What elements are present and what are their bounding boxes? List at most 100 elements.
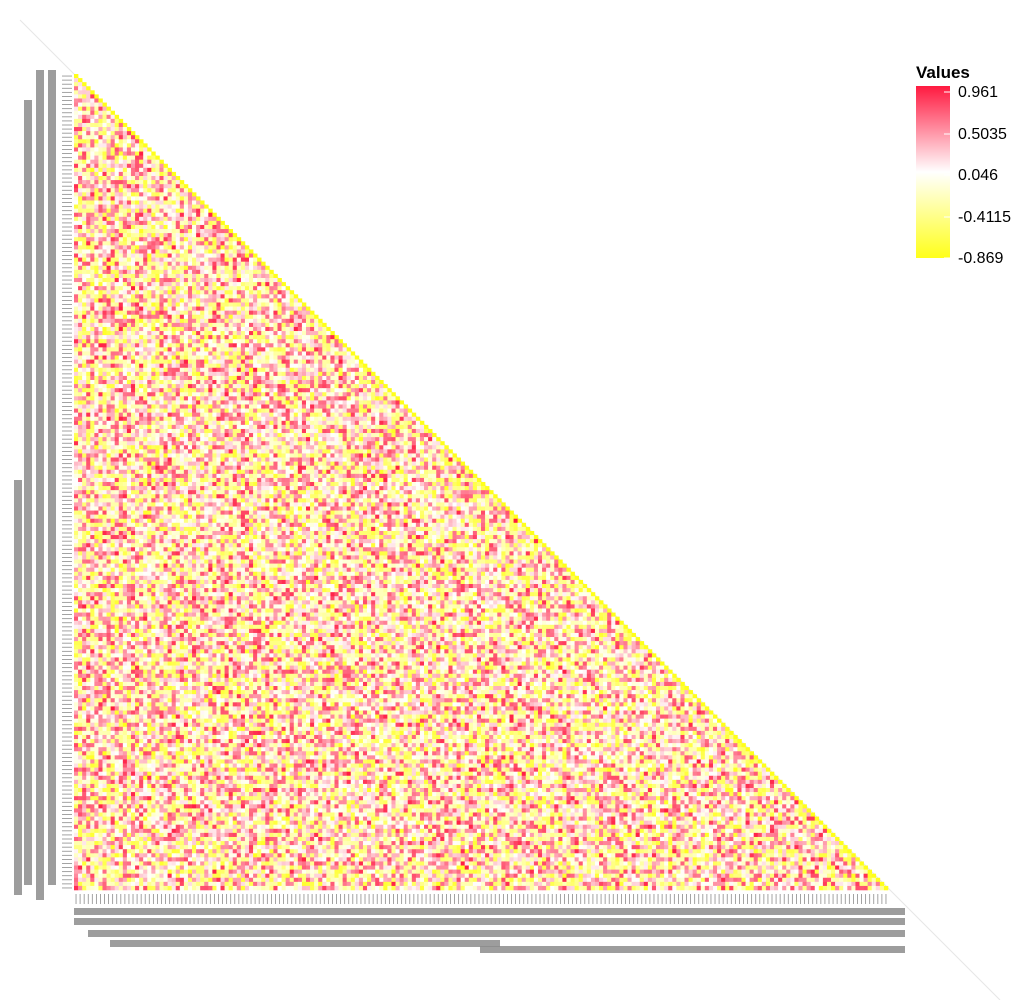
- heatmap-cell: [90, 388, 95, 393]
- heatmap-cell: [224, 375, 229, 381]
- heatmap-cell: [78, 127, 83, 132]
- heatmap-cell: [118, 339, 124, 344]
- heatmap-cell: [436, 465, 441, 471]
- heatmap-cell: [192, 424, 197, 430]
- heatmap-cell: [204, 453, 209, 458]
- heatmap-cell: [187, 412, 193, 418]
- heatmap-cell: [407, 469, 413, 475]
- heatmap-cell: [147, 388, 152, 393]
- heatmap-cell: [122, 127, 128, 132]
- heatmap-cell: [110, 155, 115, 160]
- heatmap-cell: [171, 188, 177, 193]
- heatmap-cell: [86, 355, 91, 360]
- heatmap-cell: [277, 457, 282, 462]
- heatmap-cell: [240, 437, 246, 442]
- heatmap-cell: [285, 392, 291, 397]
- heatmap-cell: [362, 416, 368, 422]
- heatmap-cell: [387, 416, 392, 422]
- heatmap-cell: [82, 135, 87, 140]
- heatmap-cell: [151, 473, 156, 479]
- heatmap-cell: [159, 428, 164, 434]
- heatmap-cell: [151, 396, 156, 401]
- heatmap-cell: [118, 269, 124, 275]
- heatmap-cell: [212, 375, 217, 381]
- heatmap-cell: [106, 180, 111, 185]
- heatmap-cell: [126, 163, 132, 169]
- heatmap-cell: [94, 326, 99, 332]
- heatmap-cell: [310, 388, 315, 393]
- heatmap-cell: [106, 249, 111, 254]
- heatmap-cell: [130, 204, 136, 209]
- heatmap-cell: [265, 286, 270, 291]
- heatmap-cell: [183, 392, 189, 397]
- heatmap-cell: [82, 400, 87, 405]
- heatmap-cell: [216, 241, 221, 246]
- heatmap-cell: [204, 375, 209, 381]
- heatmap-cell: [232, 420, 238, 426]
- heatmap-cell: [399, 461, 404, 466]
- heatmap-cell: [354, 400, 360, 405]
- heatmap-cell: [139, 331, 144, 336]
- heatmap-cell: [155, 380, 160, 385]
- heatmap-cell: [90, 200, 95, 205]
- heatmap-cell: [196, 212, 201, 218]
- heatmap-cell: [183, 245, 189, 250]
- heatmap-cell: [440, 469, 445, 475]
- heatmap-cell: [338, 469, 343, 475]
- heatmap-cell: [118, 331, 124, 336]
- heatmap-cell: [126, 428, 132, 434]
- heatmap-cell: [183, 314, 189, 320]
- heatmap-cell: [419, 433, 425, 438]
- heatmap-cell: [86, 282, 91, 287]
- heatmap-cell: [273, 441, 278, 446]
- heatmap-cell: [167, 261, 172, 267]
- heatmap-cell: [155, 351, 160, 356]
- heatmap-cell: [151, 302, 156, 307]
- heatmap-cell: [265, 384, 270, 389]
- heatmap-cell: [192, 477, 197, 483]
- heatmap-cell: [74, 408, 79, 413]
- heatmap-cell: [139, 269, 144, 275]
- heatmap-cell: [257, 392, 262, 397]
- heatmap-cell: [90, 355, 95, 360]
- heatmap-cell: [460, 461, 466, 466]
- heatmap-cell: [244, 343, 250, 348]
- heatmap-cell: [163, 224, 168, 230]
- heatmap-cell: [440, 461, 445, 466]
- heatmap-cell: [106, 339, 111, 344]
- heatmap-cell: [334, 335, 339, 340]
- heatmap-cell: [122, 445, 128, 450]
- heatmap-cell: [155, 371, 160, 377]
- heatmap-cell: [342, 461, 347, 466]
- heatmap-cell: [350, 408, 356, 413]
- heatmap-cell: [102, 265, 107, 271]
- heatmap-cell: [183, 282, 189, 287]
- heatmap-cell: [338, 367, 343, 373]
- heatmap-cell: [236, 326, 242, 332]
- heatmap-cell: [159, 273, 164, 279]
- heatmap-cell: [110, 212, 115, 218]
- heatmap-cell: [285, 416, 291, 422]
- heatmap-cell: [106, 241, 111, 246]
- heatmap-cell: [171, 318, 177, 324]
- heatmap-cell: [167, 400, 172, 405]
- heatmap-cell: [86, 110, 91, 116]
- heatmap-cell: [110, 392, 115, 397]
- heatmap-cell: [167, 477, 172, 483]
- heatmap-cell: [151, 253, 156, 258]
- heatmap-cell: [114, 424, 120, 430]
- heatmap-cell: [326, 445, 331, 450]
- heatmap-cell: [200, 473, 205, 479]
- heatmap-cell: [171, 176, 177, 181]
- heatmap-cell: [118, 155, 124, 160]
- heatmap-cell: [249, 290, 254, 295]
- heatmap-cell: [192, 380, 197, 385]
- heatmap-cell: [301, 408, 307, 413]
- heatmap-cell: [163, 428, 168, 434]
- heatmap-cell: [126, 257, 132, 262]
- heatmap-cell: [220, 261, 225, 267]
- heatmap-cell: [220, 241, 225, 246]
- heatmap-cell: [428, 461, 433, 466]
- heatmap-cell: [314, 445, 319, 450]
